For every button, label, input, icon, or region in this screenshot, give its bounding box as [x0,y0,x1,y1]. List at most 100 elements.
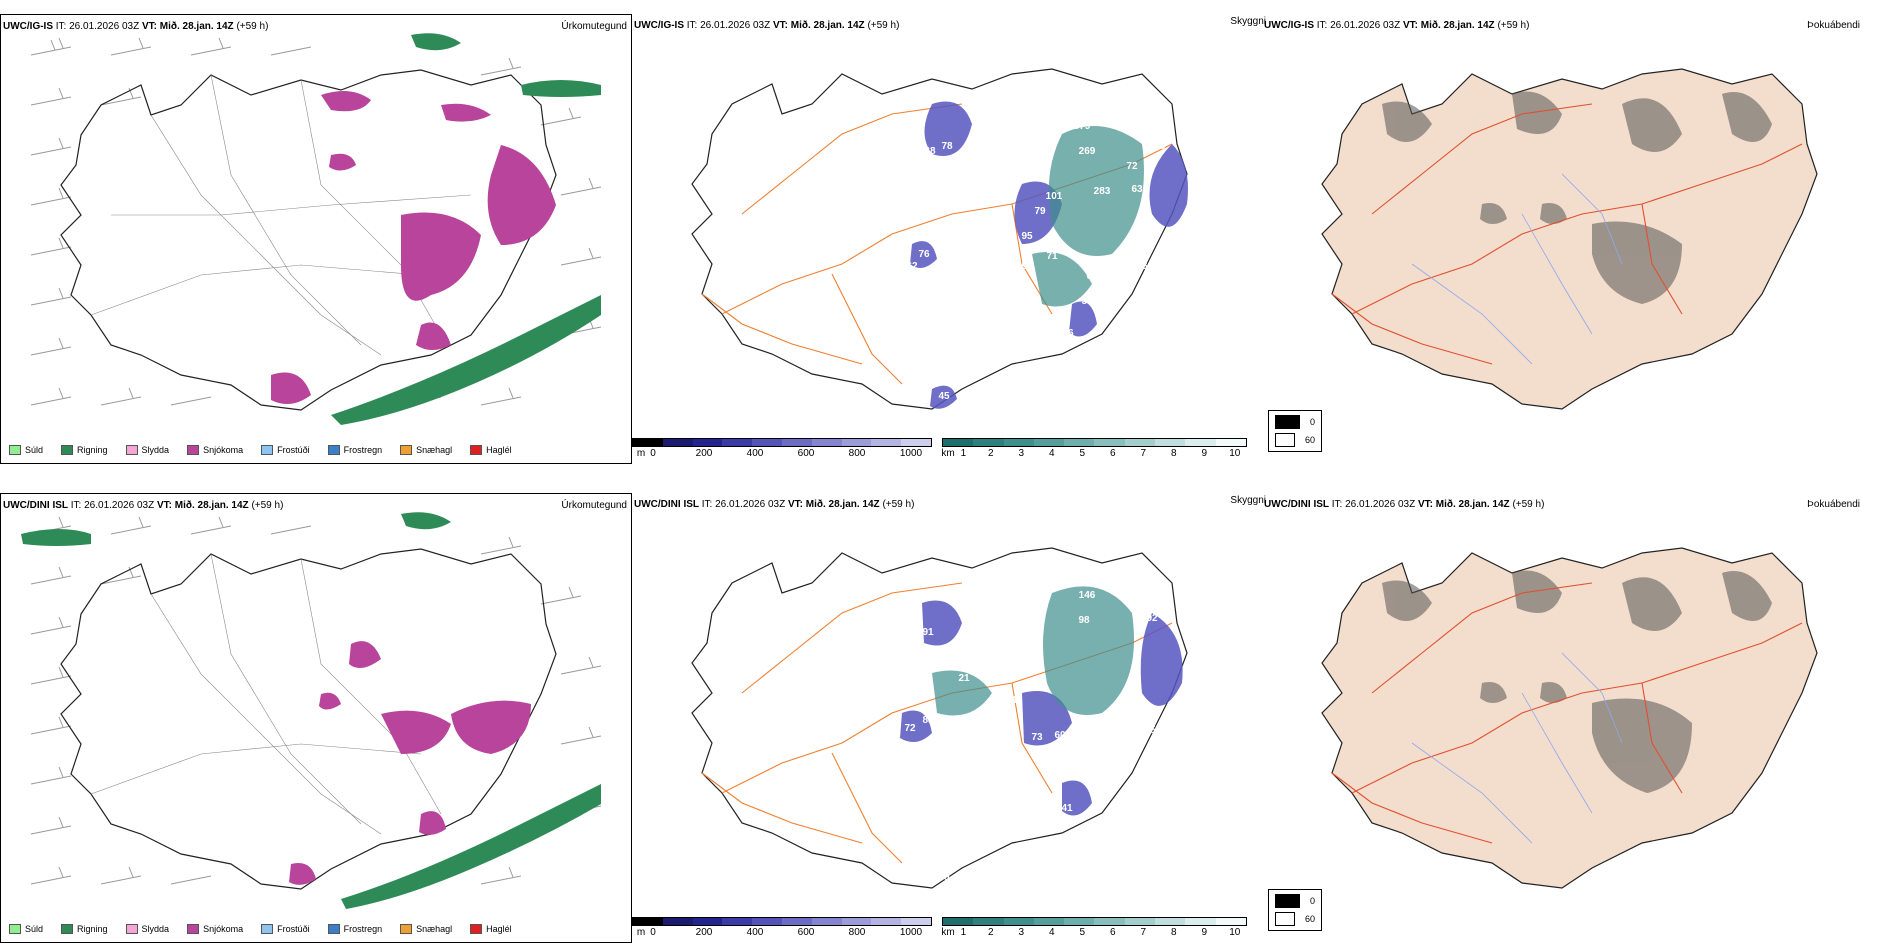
svg-text:269: 269 [1079,146,1096,157]
svg-text:78: 78 [941,141,953,152]
scale-km: km 1 2 3 4 5 6 7 8 9 10 [941,917,1247,938]
visibility-panel-row1: 192 296 379 88 78 68 12 74 14 269 72 59 … [632,14,1322,464]
svg-text:21: 21 [958,673,970,684]
svg-text:79: 79 [938,872,950,883]
scale-km-bar [942,438,1247,447]
svg-text:88: 88 [1114,116,1126,127]
vt-value: Mið. 28.jan. 14Z [790,20,865,31]
svg-text:99: 99 [1002,667,1014,678]
iceland-outline [60,548,557,890]
precip-type-panel-row1: UWC/IG-IS IT: 26.01.2026 03Z VT: Mið. 28… [0,14,632,464]
panel-header: UWC/IG-IS IT: 26.01.2026 03Z VT: Mið. 28… [634,20,899,31]
legend-item: Slydda [125,445,169,455]
lead-time: (+59 h) [1512,499,1545,510]
fog-legend-row: 60 [1275,433,1315,447]
legend-swatch [187,924,200,934]
precip-type-legend: Súld Rigning Slydda Snjókoma Frostúði Fr… [1,916,631,942]
fog-panel-row2: UWC/DINI ISL IT: 26.01.2026 03Z VT: Mið.… [1262,493,1900,943]
svg-text:45: 45 [938,391,950,402]
scale-m-tick: 400 [746,448,764,459]
vt-value: Mið. 28.jan. 14Z [159,21,234,32]
svg-text:67: 67 [1086,271,1098,282]
vt-label: VT: [1402,20,1418,31]
field-label-visibility: Skyggni [1230,16,1266,27]
it-value: 26.01.2026 03Z [1345,499,1416,510]
fog-swatch [1275,894,1300,908]
it-label: IT: [1316,20,1328,31]
model-name: UWC/DINI ISL [634,499,699,510]
svg-text:14: 14 [1004,186,1016,197]
svg-text:83: 83 [1098,733,1110,744]
scale-km-unit: km [941,448,955,459]
panel-header: UWC/DINI ISL IT: 26.01.2026 03Z VT: Mið.… [634,499,914,510]
precip-type-legend: Súld Rigning Slydda Snjókoma Frostúði Fr… [1,437,631,463]
legend-item: Haglél [470,924,512,934]
legend-item: Frostregn [327,445,382,455]
it-value: 26.01.2026 03Z [700,20,771,31]
svg-text:74: 74 [946,166,958,177]
legend-swatch [61,445,74,455]
legend-swatch [400,445,413,455]
svg-text:95: 95 [1144,725,1156,736]
vt-value: Mið. 28.jan. 14Z [1420,20,1495,31]
scale-m-tick: 0 [650,927,656,938]
visibility-map: 132 146 98 91 92 81 110 21 99 71 72 85 7… [691,547,1188,889]
fog-legend-row: 0 [1275,415,1315,429]
scale-m-tick: 1000 [899,448,923,459]
scale-m-tick: 400 [746,927,764,938]
legend-swatch [9,445,21,455]
fog-map [1321,68,1818,410]
legend-swatch [327,445,340,455]
field-label-precip-type: Úrkomutegund [561,21,627,32]
svg-text:121: 121 [1049,770,1066,781]
scale-km: km 1 2 3 4 5 6 7 8 9 10 [941,438,1247,459]
svg-text:72: 72 [904,723,916,734]
it-value: 26.01.2026 03Z [84,500,155,511]
iceland-outline [60,69,557,411]
precip-type-map [30,33,602,425]
fog-panel-row1: UWC/IG-IS IT: 26.01.2026 03Z VT: Mið. 28… [1262,14,1900,464]
vt-value: Mið. 28.jan. 14Z [174,500,249,511]
model-name: UWC/DINI ISL [3,500,68,511]
panel-header: UWC/IG-IS IT: 26.01.2026 03Z VT: Mið. 28… [1264,20,1529,31]
model-name: UWC/IG-IS [634,20,684,31]
legend-swatch [9,924,21,934]
scale-m-tick: 600 [797,448,815,459]
legend-item: Haglél [470,445,512,455]
svg-text:59: 59 [1154,141,1166,152]
fog-legend: 0 60 [1268,410,1322,452]
fog-legend-row: 60 [1275,912,1315,926]
vt-label: VT: [156,500,172,511]
svg-text:59: 59 [1081,296,1093,307]
it-value: 26.01.2026 03Z [1330,20,1401,31]
vt-value: Mið. 28.jan. 14Z [1435,499,1510,510]
legend-swatch [400,924,413,934]
scale-m-tick: 800 [848,927,866,938]
scale-m-unit: m [636,448,646,459]
legend-swatch [261,445,274,455]
svg-text:76: 76 [918,249,930,260]
precip-type-map [21,512,602,909]
vt-label: VT: [787,499,803,510]
legend-swatch [261,924,274,934]
panel-header: UWC/DINI ISL IT: 26.01.2026 03Z VT: Mið.… [3,500,283,511]
svg-text:60: 60 [1054,730,1066,741]
fog-map [1321,547,1818,889]
legend-item: Frostúði [261,445,310,455]
legend-item: Snjókoma [187,445,243,455]
legend-item: Rigning [61,445,108,455]
legend-swatch [187,445,200,455]
svg-text:71: 71 [1046,251,1058,262]
svg-text:98: 98 [1101,753,1113,764]
svg-text:92: 92 [1146,613,1158,624]
scale-m-bar [632,438,932,447]
svg-text:79: 79 [1034,206,1046,217]
scale-m-tick: 200 [695,448,713,459]
svg-text:132: 132 [1074,565,1091,576]
lead-time: (+59 h) [236,21,269,32]
svg-text:283: 283 [1094,186,1111,197]
scale-km-unit: km [941,927,955,938]
scale-m-tick: 800 [848,448,866,459]
svg-text:63: 63 [1131,184,1143,195]
svg-text:46: 46 [1062,328,1074,339]
